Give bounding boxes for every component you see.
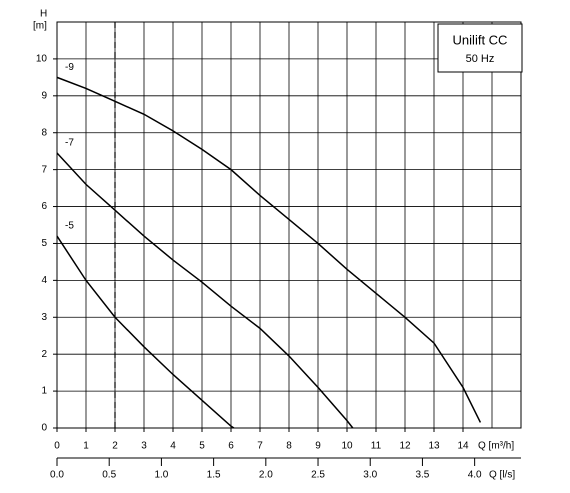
x2-tick-label: 3.5 — [415, 470, 429, 481]
y-tick-label: 10 — [36, 54, 48, 65]
x-tick-label: 8 — [286, 441, 292, 452]
series-label: -7 — [65, 138, 74, 149]
y-tick-label: 0 — [41, 423, 47, 434]
series-label: -9 — [65, 62, 74, 73]
y-tick-label: 2 — [41, 349, 47, 360]
y-tick-label: 8 — [41, 127, 47, 138]
x2-tick-label: 0.5 — [102, 470, 116, 481]
x-tick-label: 5 — [199, 441, 205, 452]
y-tick-label: 1 — [41, 386, 47, 397]
x-tick-label: 10 — [341, 441, 353, 452]
y-tick-label: 4 — [41, 275, 47, 286]
x-tick-label: 3 — [141, 441, 147, 452]
x2-label: Q [l/s] — [489, 470, 515, 481]
plot-frame — [56, 21, 522, 429]
x2-tick-label: 3.0 — [363, 470, 377, 481]
chart-title: Unilift CC — [453, 32, 508, 47]
x-tick-label: 0 — [54, 441, 60, 452]
series-label: -5 — [65, 221, 74, 232]
x2-tick-label: 2.0 — [259, 470, 273, 481]
curve — [56, 76, 482, 423]
x-tick-label: 7 — [257, 441, 263, 452]
x-tick-label: 6 — [228, 441, 234, 452]
curve — [56, 152, 354, 429]
y-tick-label: 3 — [41, 312, 47, 323]
y-tick-label: 9 — [41, 90, 47, 101]
x2-tick-label: 2.5 — [311, 470, 325, 481]
y-unit: [m] — [33, 21, 47, 32]
x-tick-label: 1 — [83, 441, 89, 452]
x2-tick-label: 0.0 — [50, 470, 64, 481]
y-tick-label: 7 — [41, 164, 47, 175]
x2-tick-label: 1.5 — [207, 470, 221, 481]
x-tick-label: 4 — [170, 441, 176, 452]
x-label: Q [m³/h] — [478, 441, 514, 452]
y-tick-label: 6 — [41, 201, 47, 212]
y-tick-label: 5 — [41, 238, 47, 249]
legend-box — [437, 23, 523, 73]
curve — [56, 235, 235, 429]
x-tick-label: 2 — [112, 441, 118, 452]
chart-subtitle: 50 Hz — [466, 53, 495, 65]
x-tick-label: 11 — [371, 441, 382, 452]
x-tick-label: 14 — [457, 441, 469, 452]
y-label: H — [40, 9, 47, 20]
x2-tick-label: 4.0 — [468, 470, 482, 481]
x-tick-label: 12 — [399, 441, 411, 452]
x-tick-label: 9 — [315, 441, 321, 452]
x2-tick-label: 1.0 — [154, 470, 168, 481]
x-tick-label: 13 — [428, 441, 440, 452]
